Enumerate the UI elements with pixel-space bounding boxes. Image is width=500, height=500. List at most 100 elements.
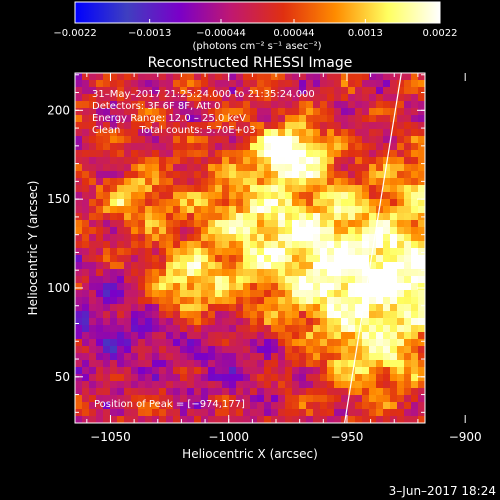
heatmap-cell	[271, 416, 279, 423]
heatmap-cell	[180, 213, 188, 221]
heatmap-cell	[75, 234, 83, 242]
heatmap-cell	[243, 234, 251, 242]
heatmap-cell	[173, 290, 181, 298]
heatmap-cell	[397, 241, 405, 249]
heatmap-cell	[404, 164, 412, 172]
heatmap-cell	[187, 150, 195, 158]
heatmap-cell	[292, 255, 300, 263]
heatmap-cell	[159, 367, 167, 375]
heatmap-cell	[418, 206, 425, 214]
heatmap-cell	[327, 185, 335, 193]
heatmap-cell	[390, 178, 398, 186]
heatmap-cell	[355, 241, 363, 249]
heatmap-cell	[96, 73, 104, 81]
heatmap-cell	[152, 143, 160, 151]
heatmap-cell	[383, 374, 391, 382]
heatmap-cell	[208, 262, 216, 270]
heatmap-cell	[278, 269, 286, 277]
heatmap-cell	[397, 87, 405, 95]
heatmap-cell	[334, 381, 342, 389]
heatmap-cell	[418, 325, 425, 333]
heatmap-cell	[103, 136, 111, 144]
heatmap-cell	[418, 283, 425, 291]
heatmap-cell	[222, 283, 230, 291]
heatmap-cell	[299, 339, 307, 347]
heatmap-cell	[180, 360, 188, 368]
heatmap-cell	[264, 143, 272, 151]
heatmap-cell	[390, 213, 398, 221]
heatmap-cell	[390, 297, 398, 305]
heatmap-cell	[166, 360, 174, 368]
heatmap-cell	[187, 402, 195, 410]
heatmap-cell	[404, 353, 412, 361]
heatmap-cell	[411, 241, 419, 249]
heatmap-cell	[327, 381, 335, 389]
heatmap-cell	[82, 339, 90, 347]
heatmap-cell	[180, 115, 188, 123]
heatmap-cell	[411, 115, 419, 123]
heatmap-cell	[124, 101, 132, 109]
heatmap-cell	[320, 381, 328, 389]
heatmap-cell	[369, 325, 377, 333]
heatmap-cell	[390, 94, 398, 102]
heatmap-cell	[313, 213, 321, 221]
heatmap-cell	[264, 157, 272, 165]
heatmap-cell	[180, 101, 188, 109]
heatmap-cell	[96, 304, 104, 312]
heatmap-cell	[397, 199, 405, 207]
heatmap-cell	[159, 360, 167, 368]
heatmap-cell	[341, 199, 349, 207]
heatmap-cell	[229, 409, 237, 417]
heatmap-cell	[103, 192, 111, 200]
heatmap-cell	[215, 325, 223, 333]
heatmap-cell	[236, 213, 244, 221]
heatmap-cell	[320, 213, 328, 221]
heatmap-cell	[334, 227, 342, 235]
heatmap-cell	[299, 255, 307, 263]
heatmap-cell	[355, 122, 363, 130]
heatmap-cell	[89, 381, 97, 389]
heatmap-cell	[75, 381, 83, 389]
heatmap-cell	[89, 87, 97, 95]
heatmap-cell	[362, 164, 370, 172]
heatmap-cell	[138, 115, 146, 123]
heatmap-cell	[103, 332, 111, 340]
heatmap-cell	[397, 283, 405, 291]
heatmap-cell	[194, 129, 202, 137]
heatmap-cell	[222, 143, 230, 151]
heatmap-cell	[320, 241, 328, 249]
heatmap-cell	[383, 409, 391, 417]
heatmap-cell	[173, 325, 181, 333]
heatmap-cell	[404, 360, 412, 368]
heatmap-cell	[124, 150, 132, 158]
heatmap-cell	[418, 164, 425, 172]
heatmap-cell	[215, 108, 223, 116]
heatmap-cell	[103, 227, 111, 235]
heatmap-cell	[166, 346, 174, 354]
heatmap-cell	[264, 227, 272, 235]
heatmap-cell	[117, 367, 125, 375]
heatmap-cell	[180, 143, 188, 151]
heatmap-cell	[145, 416, 153, 423]
heatmap-cell	[383, 220, 391, 228]
heatmap-cell	[145, 367, 153, 375]
heatmap-cell	[110, 206, 118, 214]
heatmap-cell	[117, 402, 125, 410]
heatmap-cell	[96, 332, 104, 340]
heatmap-cell	[131, 353, 139, 361]
heatmap-cell	[110, 185, 118, 193]
heatmap-cell	[397, 255, 405, 263]
heatmap-cell	[418, 143, 425, 151]
heatmap-cell	[187, 101, 195, 109]
heatmap-cell	[166, 80, 174, 88]
heatmap-cell	[187, 304, 195, 312]
heatmap-cell	[215, 297, 223, 305]
heatmap-cell	[124, 206, 132, 214]
heatmap-cell	[271, 248, 279, 256]
heatmap-cell	[117, 115, 125, 123]
heatmap-cell	[264, 297, 272, 305]
heatmap-cell	[124, 115, 132, 123]
heatmap-cell	[236, 185, 244, 193]
heatmap-cell	[243, 290, 251, 298]
heatmap-cell	[299, 304, 307, 312]
